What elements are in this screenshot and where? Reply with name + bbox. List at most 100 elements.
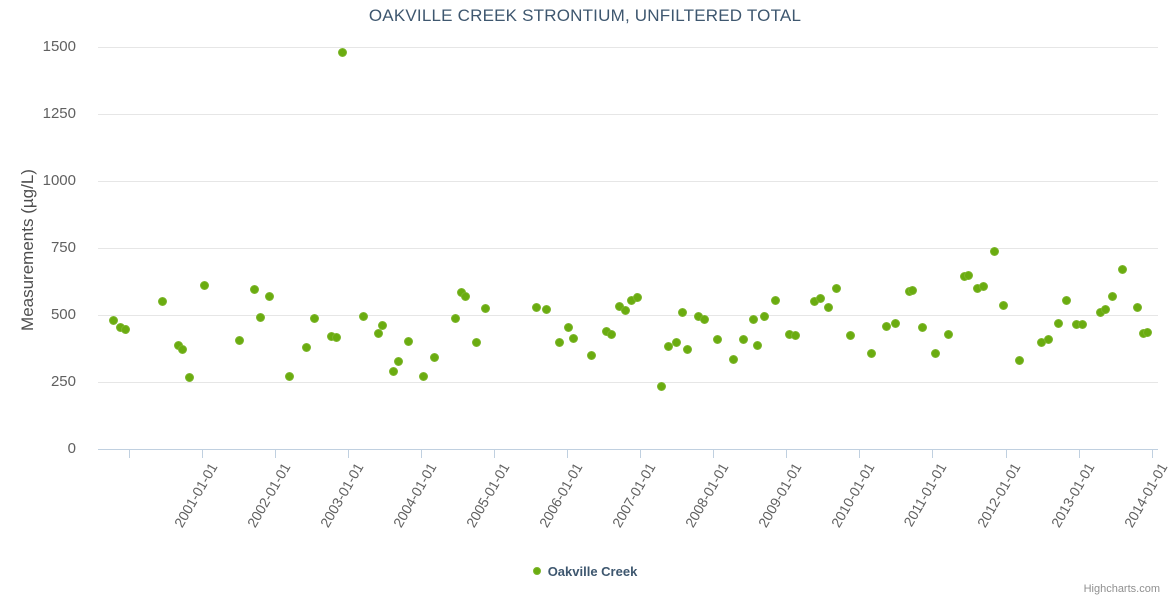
data-point[interactable] (760, 311, 770, 321)
data-point[interactable] (891, 318, 901, 328)
x-tick (201, 450, 203, 458)
data-point[interactable] (331, 333, 341, 343)
data-point[interactable] (633, 292, 643, 302)
data-point[interactable] (378, 321, 388, 331)
data-point[interactable] (1142, 327, 1152, 337)
data-point[interactable] (235, 336, 245, 346)
x-tick-label: 2009-01-01 (755, 460, 805, 531)
plot-area: 1500 1250 1000 750 500 250 0 (43, 38, 1158, 457)
data-point[interactable] (121, 324, 131, 334)
data-point[interactable] (700, 315, 710, 325)
y-tick-label: 1250 (42, 105, 76, 122)
data-point[interactable] (678, 308, 688, 318)
data-point[interactable] (866, 349, 876, 359)
data-point[interactable] (249, 284, 259, 294)
data-point[interactable] (419, 371, 429, 381)
data-point[interactable] (1053, 319, 1063, 329)
data-point[interactable] (1062, 296, 1072, 306)
data-point[interactable] (541, 305, 551, 315)
data-point[interactable] (586, 350, 596, 360)
data-point[interactable] (881, 321, 891, 331)
data-point[interactable] (998, 301, 1008, 311)
data-point[interactable] (108, 316, 118, 326)
y-gridline (98, 315, 1158, 316)
y-gridline (98, 47, 1158, 48)
data-point[interactable] (388, 367, 398, 377)
x-tick-label: 2012-01-01 (974, 460, 1024, 531)
y-tick-label: 250 (50, 373, 76, 390)
data-point[interactable] (712, 335, 722, 345)
x-tick-label: 2007-01-01 (608, 460, 659, 531)
data-point[interactable] (753, 340, 763, 350)
data-point[interactable] (663, 342, 673, 352)
data-point[interactable] (284, 371, 294, 381)
data-point[interactable] (739, 334, 749, 344)
data-point[interactable] (177, 345, 187, 355)
y-gridline (98, 382, 1158, 383)
legend-item-oakville-creek[interactable]: Oakville Creek (532, 563, 637, 579)
data-point[interactable] (481, 303, 491, 313)
x-tick (420, 450, 422, 458)
data-point[interactable] (908, 285, 918, 295)
data-point[interactable] (302, 342, 312, 352)
chart-title: OAKVILLE CREEK STRONTIUM, UNFILTERED TOT… (368, 6, 802, 25)
data-point[interactable] (450, 313, 460, 323)
y-tick-label: 0 (67, 440, 76, 457)
data-point[interactable] (1043, 335, 1053, 345)
data-point[interactable] (373, 329, 383, 339)
data-point[interactable] (1118, 265, 1128, 275)
data-point[interactable] (1014, 355, 1024, 365)
data-point[interactable] (748, 314, 758, 324)
data-point[interactable] (815, 293, 825, 303)
data-point[interactable] (930, 349, 940, 359)
y-gridline (98, 114, 1158, 115)
data-point[interactable] (568, 333, 578, 343)
data-point[interactable] (460, 291, 470, 301)
data-point[interactable] (158, 297, 168, 307)
x-tick (1078, 450, 1080, 458)
data-point[interactable] (943, 329, 953, 339)
data-point[interactable] (264, 291, 274, 301)
data-point[interactable] (978, 281, 988, 291)
data-point[interactable] (728, 355, 738, 365)
data-point[interactable] (430, 352, 440, 362)
data-point[interactable] (656, 382, 666, 392)
data-point[interactable] (1132, 302, 1142, 312)
data-point[interactable] (404, 337, 414, 347)
x-tick (128, 450, 130, 458)
data-point[interactable] (620, 305, 630, 315)
x-tick (567, 450, 569, 458)
data-point[interactable] (963, 270, 973, 280)
data-point[interactable] (184, 373, 194, 383)
x-tick (859, 450, 861, 458)
data-point[interactable] (1101, 305, 1111, 315)
data-point[interactable] (606, 329, 616, 339)
data-point[interactable] (255, 313, 265, 323)
data-point[interactable] (683, 345, 693, 355)
data-point[interactable] (1108, 291, 1118, 301)
data-point[interactable] (199, 281, 209, 291)
data-point[interactable] (359, 311, 369, 321)
data-point[interactable] (845, 331, 855, 341)
y-tick-label: 500 (50, 306, 76, 323)
credits-label[interactable]: Highcharts.com (1083, 583, 1160, 595)
data-point[interactable] (672, 337, 682, 347)
data-point[interactable] (393, 357, 403, 367)
data-point[interactable] (564, 322, 574, 332)
data-point[interactable] (471, 338, 481, 348)
data-point[interactable] (555, 337, 565, 347)
data-point[interactable] (824, 302, 834, 312)
data-point[interactable] (337, 47, 347, 57)
x-tick (640, 450, 642, 458)
data-point[interactable] (771, 296, 781, 306)
data-point[interactable] (832, 283, 842, 293)
data-point[interactable] (790, 331, 800, 341)
data-point[interactable] (1078, 319, 1088, 329)
x-tick-label: 2008-01-01 (681, 460, 732, 531)
data-point[interactable] (310, 313, 320, 323)
data-point[interactable] (531, 303, 541, 313)
x-tick-label: 2002-01-01 (243, 460, 294, 531)
data-point[interactable] (989, 246, 999, 256)
data-point[interactable] (917, 323, 927, 333)
